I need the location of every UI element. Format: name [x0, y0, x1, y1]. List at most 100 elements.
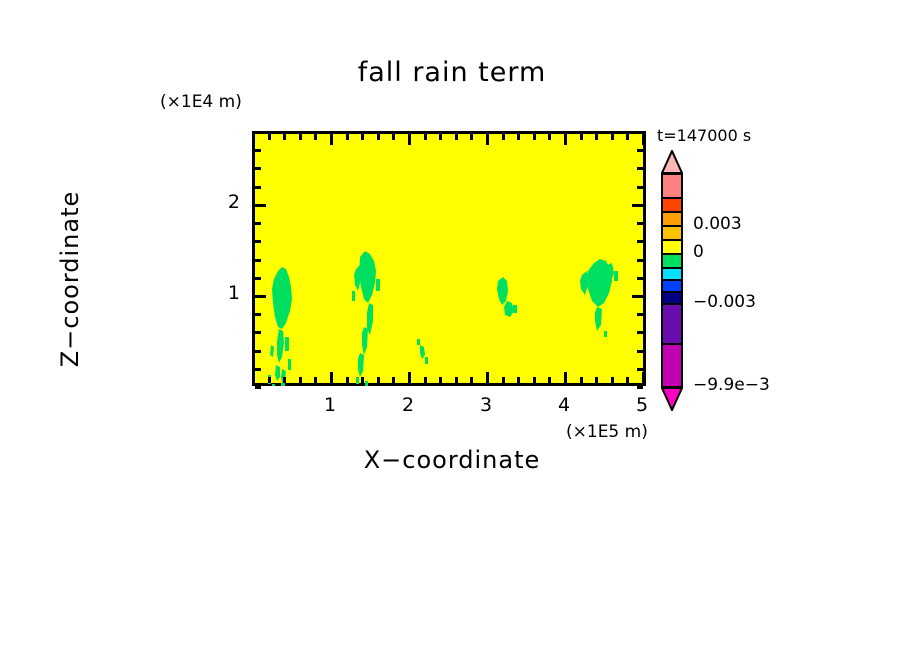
tick-mark — [439, 377, 442, 383]
tick-mark — [377, 377, 380, 383]
tick-mark — [517, 377, 520, 383]
tick-mark — [502, 377, 505, 383]
contour-field — [268, 251, 618, 386]
tick-mark — [626, 134, 629, 140]
tick-mark — [424, 377, 427, 383]
tick-mark — [470, 377, 473, 383]
tick-mark — [255, 259, 261, 262]
tick-mark — [533, 134, 536, 140]
tick-mark — [517, 134, 520, 140]
tick-mark — [252, 377, 255, 383]
tick-mark — [611, 134, 614, 140]
tick-mark — [408, 134, 411, 145]
tick-mark — [255, 222, 261, 225]
y-tick-label: 2 — [227, 190, 240, 213]
tick-mark — [637, 259, 643, 262]
tick-mark — [299, 377, 302, 383]
x-tick-label: 2 — [401, 394, 415, 416]
tick-mark — [486, 372, 489, 383]
tick-mark — [255, 204, 266, 207]
tick-mark — [255, 277, 261, 280]
tick-mark — [632, 295, 643, 298]
tick-mark — [470, 134, 473, 140]
tick-mark — [533, 377, 536, 383]
tick-mark — [392, 377, 395, 383]
tick-mark — [268, 377, 271, 383]
x-tick-label: 1 — [323, 394, 337, 416]
tick-mark — [255, 295, 266, 298]
tick-mark — [330, 134, 333, 145]
tick-mark — [424, 134, 427, 140]
tick-mark — [564, 134, 567, 145]
tick-mark — [564, 372, 567, 383]
tick-mark — [283, 134, 286, 140]
tick-mark — [642, 372, 645, 383]
tick-mark — [637, 386, 643, 389]
tick-mark — [255, 386, 261, 389]
plot-frame — [252, 131, 646, 386]
tick-mark — [580, 377, 583, 383]
tick-mark — [439, 134, 442, 140]
tick-mark — [637, 331, 643, 334]
page-title: fall rain term — [357, 57, 547, 88]
tick-mark — [346, 134, 349, 140]
tick-mark — [626, 377, 629, 383]
tick-mark — [268, 134, 271, 140]
y-axis-title: Z−coordinate — [56, 190, 84, 368]
colorbar-bottom-arrow — [661, 387, 683, 411]
tick-mark — [637, 167, 643, 170]
tick-mark — [408, 372, 411, 383]
tick-mark — [346, 377, 349, 383]
tick-mark — [283, 377, 286, 383]
tick-mark — [455, 134, 458, 140]
tick-mark — [314, 134, 317, 140]
tick-mark — [314, 377, 317, 383]
tick-mark — [330, 372, 333, 383]
tick-mark — [632, 204, 643, 207]
tick-mark — [299, 134, 302, 140]
tick-mark — [377, 134, 380, 140]
tick-mark — [252, 134, 255, 140]
tick-mark — [637, 350, 643, 353]
tick-mark — [255, 368, 261, 371]
tick-mark — [637, 222, 643, 225]
tick-mark — [486, 134, 489, 145]
colorbar-tick-label: 0 — [693, 242, 704, 262]
colorbar-band — [661, 303, 683, 345]
tick-mark — [455, 377, 458, 383]
rain-feature-shapes — [268, 251, 618, 386]
colorbar-band — [661, 343, 683, 388]
x-axis-title: X−coordinate — [363, 446, 541, 474]
y-axis-units-label: (×1E4 m) — [160, 92, 242, 112]
tick-mark — [255, 350, 261, 353]
tick-mark — [595, 377, 598, 383]
tick-mark — [637, 368, 643, 371]
tick-mark — [255, 331, 261, 334]
tick-mark — [642, 134, 645, 145]
colorbar-top-arrow — [661, 150, 683, 174]
x-axis-units-label: (×1E5 m) — [566, 422, 648, 442]
tick-mark — [255, 149, 261, 152]
tick-mark — [548, 377, 551, 383]
tick-mark — [637, 131, 643, 134]
tick-mark — [255, 313, 261, 316]
tick-mark — [637, 149, 643, 152]
x-tick-label: 3 — [480, 394, 493, 416]
x-tick-label: 4 — [558, 394, 571, 416]
tick-mark — [637, 186, 643, 189]
tick-mark — [255, 240, 261, 243]
tick-mark — [392, 134, 395, 140]
tick-mark — [611, 377, 614, 383]
tick-mark — [595, 134, 598, 140]
colorbar-band — [661, 173, 683, 199]
y-tick-label: 1 — [227, 281, 240, 304]
colorbar[interactable] — [661, 150, 683, 411]
tick-mark — [255, 186, 261, 189]
tick-mark — [255, 167, 261, 170]
x-tick-label: 5 — [636, 394, 649, 416]
tick-mark — [637, 313, 643, 316]
tick-mark — [548, 134, 551, 140]
tick-mark — [637, 240, 643, 243]
colorbar-tick-label: 0.003 — [693, 214, 742, 234]
tick-mark — [361, 134, 364, 140]
